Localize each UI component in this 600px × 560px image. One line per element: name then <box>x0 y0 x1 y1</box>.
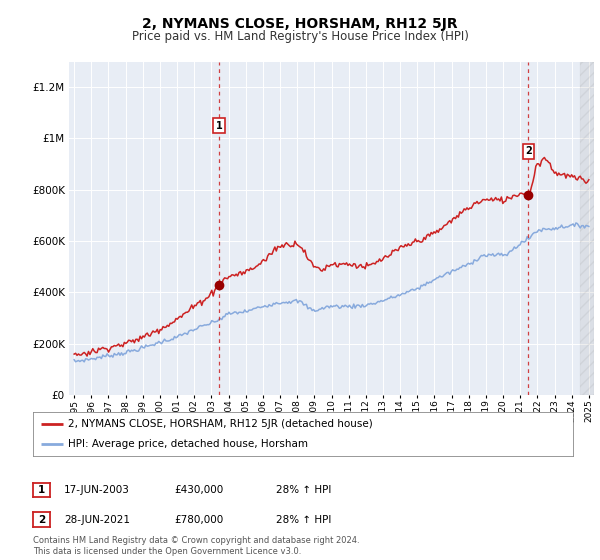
Text: 28-JUN-2021: 28-JUN-2021 <box>64 515 130 525</box>
Text: 28% ↑ HPI: 28% ↑ HPI <box>276 515 331 525</box>
Text: £780,000: £780,000 <box>174 515 223 525</box>
Text: £430,000: £430,000 <box>174 485 223 495</box>
Text: 2: 2 <box>525 146 532 156</box>
Text: Contains HM Land Registry data © Crown copyright and database right 2024.
This d: Contains HM Land Registry data © Crown c… <box>33 536 359 556</box>
Text: 2, NYMANS CLOSE, HORSHAM, RH12 5JR: 2, NYMANS CLOSE, HORSHAM, RH12 5JR <box>142 17 458 31</box>
Text: 1: 1 <box>38 485 45 495</box>
Text: 2, NYMANS CLOSE, HORSHAM, RH12 5JR (detached house): 2, NYMANS CLOSE, HORSHAM, RH12 5JR (deta… <box>68 419 373 429</box>
Text: 1: 1 <box>216 120 223 130</box>
Text: 2: 2 <box>38 515 45 525</box>
Text: 17-JUN-2003: 17-JUN-2003 <box>64 485 130 495</box>
Text: Price paid vs. HM Land Registry's House Price Index (HPI): Price paid vs. HM Land Registry's House … <box>131 30 469 43</box>
Text: HPI: Average price, detached house, Horsham: HPI: Average price, detached house, Hors… <box>68 439 308 449</box>
Bar <box>580 62 594 395</box>
Text: 28% ↑ HPI: 28% ↑ HPI <box>276 485 331 495</box>
